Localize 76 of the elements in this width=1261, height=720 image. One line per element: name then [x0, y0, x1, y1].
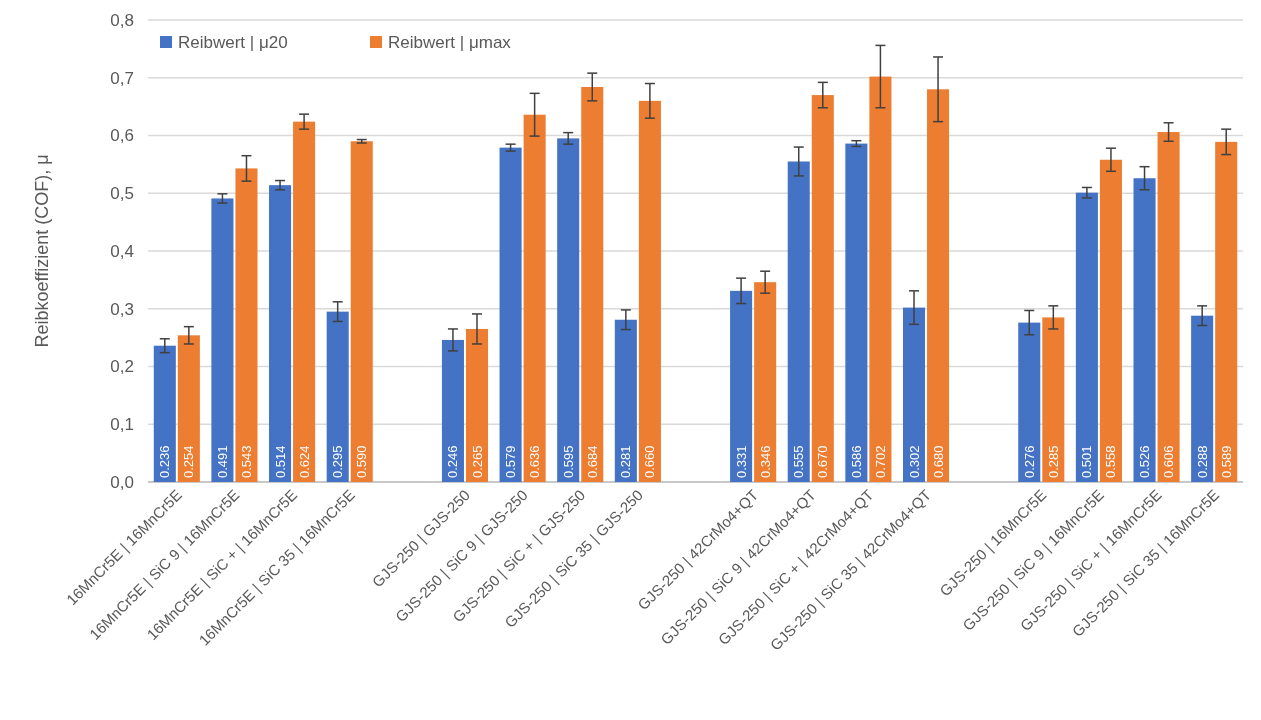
- bar: [614, 319, 637, 482]
- data-label: 0.590: [354, 445, 370, 478]
- bar: [927, 89, 950, 482]
- bar: [581, 86, 604, 482]
- data-label: 0.660: [642, 445, 658, 478]
- y-tick-label: 0,7: [110, 68, 134, 88]
- data-label: 0.680: [930, 445, 946, 478]
- data-label: 0.246: [445, 445, 461, 478]
- bar: [811, 95, 834, 482]
- bar: [1099, 159, 1122, 482]
- bar: [1042, 317, 1065, 482]
- bar: [1018, 322, 1041, 482]
- bar: [1215, 141, 1238, 482]
- y-tick-label: 0,8: [110, 10, 134, 30]
- data-label: 0.670: [815, 445, 831, 478]
- bar: [638, 100, 661, 482]
- bar: [441, 339, 464, 482]
- y-tick-label: 0,2: [110, 357, 134, 377]
- bar: [557, 138, 580, 482]
- data-label: 0.543: [238, 445, 254, 478]
- bar: [235, 168, 258, 482]
- bar: [350, 141, 373, 482]
- data-label: 0.501: [1079, 445, 1095, 478]
- bar: [269, 185, 292, 482]
- data-label: 0.514: [272, 445, 288, 478]
- bar: [787, 161, 810, 482]
- data-label: 0.595: [560, 445, 576, 478]
- bar: [730, 290, 753, 482]
- bar: [1191, 315, 1214, 482]
- data-label: 0.526: [1137, 445, 1153, 478]
- legend-label: Reibwert | μ20: [178, 32, 288, 52]
- data-label: 0.702: [872, 445, 888, 478]
- data-label: 0.624: [296, 445, 312, 478]
- y-tick-label: 0,0: [110, 472, 134, 492]
- y-tick-label: 0,3: [110, 299, 134, 319]
- data-label: 0.684: [584, 445, 600, 478]
- data-label: 0.636: [527, 445, 543, 478]
- data-label: 0.491: [214, 445, 230, 478]
- y-tick-label: 0,4: [110, 241, 134, 261]
- bar: [499, 147, 522, 482]
- data-label: 0.302: [906, 445, 922, 478]
- data-label: 0.281: [618, 445, 634, 478]
- data-label: 0.254: [181, 445, 197, 478]
- data-label: 0.606: [1161, 445, 1177, 478]
- bar: [177, 335, 200, 482]
- bar: [153, 345, 176, 482]
- bar: [293, 121, 316, 482]
- data-label: 0.265: [469, 445, 485, 478]
- data-label: 0.586: [848, 445, 864, 478]
- bar: [902, 307, 926, 482]
- bar: [1075, 192, 1098, 482]
- bar: [326, 311, 349, 482]
- data-label: 0.558: [1103, 445, 1119, 478]
- bar: [211, 198, 234, 482]
- legend-label: Reibwert | μmax: [388, 32, 512, 52]
- bar: [1157, 132, 1180, 482]
- bar: [754, 282, 777, 482]
- data-label: 0.589: [1218, 445, 1234, 478]
- y-tick-label: 0,1: [110, 415, 134, 435]
- data-label: 0.236: [157, 445, 173, 478]
- data-label: 0.331: [733, 445, 749, 478]
- y-tick-label: 0,6: [110, 126, 134, 146]
- data-label: 0.346: [757, 445, 773, 478]
- bar: [465, 328, 489, 482]
- bar: [523, 114, 546, 482]
- y-tick-label: 0,5: [110, 184, 134, 204]
- data-label: 0.288: [1194, 445, 1210, 478]
- y-axis-title: Reibkoeffizient (COF), μ: [32, 154, 52, 348]
- data-label: 0.579: [503, 445, 519, 478]
- bar: [845, 143, 868, 482]
- bar: [1133, 178, 1156, 482]
- data-label: 0.285: [1045, 445, 1061, 478]
- bar: [869, 76, 892, 482]
- data-label: 0.555: [791, 445, 807, 478]
- data-label: 0.276: [1021, 445, 1037, 478]
- data-label: 0.295: [330, 445, 346, 478]
